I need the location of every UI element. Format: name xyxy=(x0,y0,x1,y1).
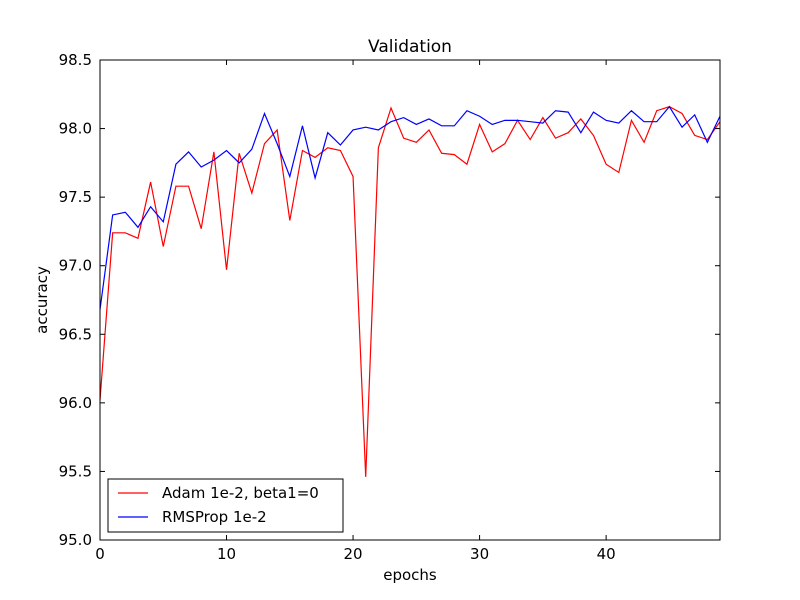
y-tick-label: 95.0 xyxy=(59,531,92,549)
legend-label-rmsprop: RMSProp 1e-2 xyxy=(162,508,267,526)
y-tick-label: 98.5 xyxy=(59,51,92,69)
y-tick-label: 97.0 xyxy=(59,257,92,275)
legend-box xyxy=(107,478,344,533)
x-tick-label: 30 xyxy=(470,545,489,563)
y-tick-label: 96.5 xyxy=(59,325,92,343)
y-tick-label: 95.5 xyxy=(59,462,92,480)
chart-title: Validation xyxy=(368,37,452,57)
series-line-adam-1e-2-beta1-0 xyxy=(99,105,721,477)
y-tick-label: 98.0 xyxy=(59,120,92,138)
y-axis-label: accuracy xyxy=(33,266,51,334)
ticks-layer: 0 10 20 30 40 95.0 95.5 96.0 96.5 97.0 97.5 98.0 98.… xyxy=(59,51,720,563)
series-line-rmsprop-1e-2 xyxy=(99,105,721,310)
series-layer xyxy=(99,105,721,477)
x-tick-label: 0 xyxy=(95,545,105,563)
x-tick-label: 40 xyxy=(597,545,616,563)
x-tick-label: 10 xyxy=(217,545,236,563)
axes-frame xyxy=(99,59,721,541)
plot-area xyxy=(100,60,720,540)
y-tick-label: 97.5 xyxy=(59,188,92,206)
y-tick-label: 96.0 xyxy=(59,394,92,412)
legend: Adam 1e-2, beta1=0 RMSProp 1e-2 xyxy=(107,478,344,533)
x-axis-label: epochs xyxy=(383,566,437,584)
x-tick-label: 20 xyxy=(344,545,363,563)
plot-frame xyxy=(99,59,721,541)
plot-background xyxy=(100,60,720,540)
legend-label-adam: Adam 1e-2, beta1=0 xyxy=(162,484,319,502)
